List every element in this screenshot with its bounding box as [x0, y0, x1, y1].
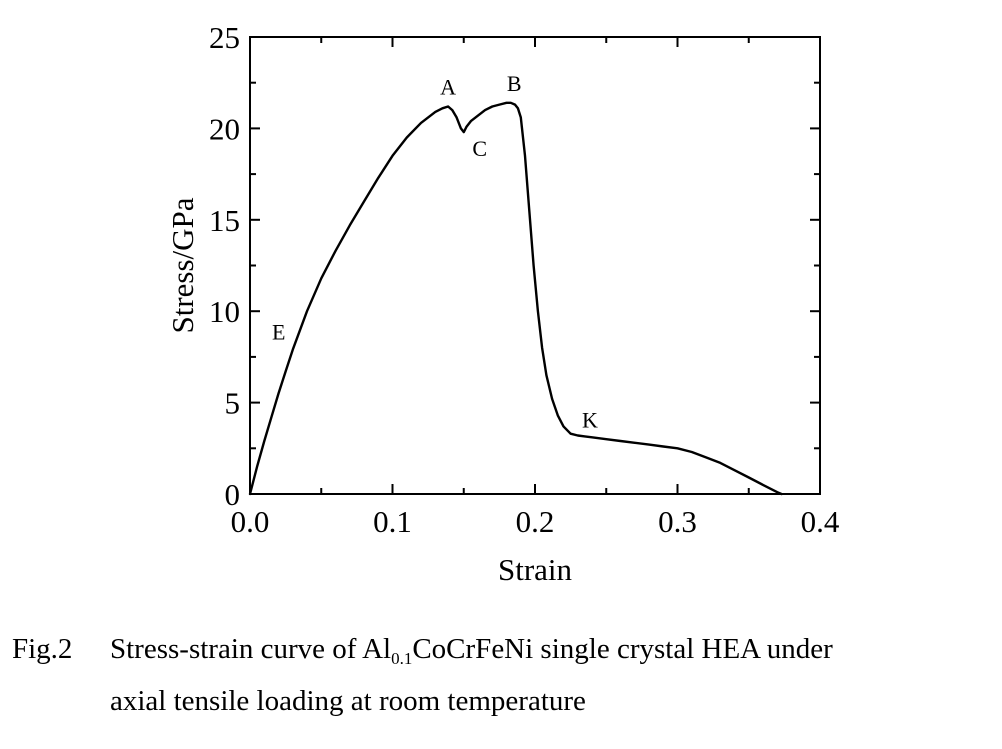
axis-ticks: [249, 36, 821, 495]
y-tick-label: 15: [209, 203, 240, 238]
figure-caption: Fig.2 Stress-strain curve of Al0.1CoCrFe…: [12, 628, 997, 722]
plot-frame: [249, 36, 821, 495]
x-tick-label: 0.0: [231, 504, 270, 539]
y-tick-label: 0: [225, 477, 241, 512]
x-tick-label: 0.3: [658, 504, 697, 539]
axis-tick-labels: 0.0 0.1 0.2 0.3 0.4 0 5 10 15 20 25: [209, 20, 840, 539]
x-tick-label: 0.2: [516, 504, 555, 539]
annotation-a: A: [440, 74, 456, 99]
stress-strain-curve: [248, 101, 783, 496]
caption-text-start: Stress-strain curve of Al: [110, 633, 392, 665]
x-axis-label: Strain: [498, 552, 573, 587]
caption-line-2: axial tensile loading at room temperatur…: [12, 680, 997, 722]
point-annotations: A B C E K: [272, 71, 598, 433]
caption-text-continued: axial tensile loading at room temperatur…: [110, 685, 586, 717]
annotation-c: C: [472, 136, 487, 161]
annotation-b: B: [507, 71, 522, 96]
caption-line-1: Fig.2 Stress-strain curve of Al0.1CoCrFe…: [12, 628, 997, 680]
caption-text: Stress-strain curve of Al0.1CoCrFeNi sin…: [110, 628, 833, 680]
annotation-e: E: [272, 320, 285, 345]
x-tick-label: 0.4: [801, 504, 840, 539]
caption-figure-label: Fig.2: [12, 633, 73, 665]
caption-text-end: CoCrFeNi single crystal HEA under: [412, 633, 833, 665]
annotation-k: K: [582, 407, 598, 432]
y-axis-label: Stress/GPa: [165, 197, 200, 333]
caption-subscript: 0.1: [391, 649, 413, 668]
y-tick-label: 5: [225, 386, 241, 421]
stress-strain-chart: 0.0 0.1 0.2 0.3 0.4 0 5 10 15 20 25 A B C E K Strain S…: [165, 20, 840, 587]
y-tick-label: 20: [209, 111, 240, 146]
y-tick-label: 25: [209, 20, 240, 55]
x-tick-label: 0.1: [373, 504, 412, 539]
y-tick-label: 10: [209, 294, 240, 329]
